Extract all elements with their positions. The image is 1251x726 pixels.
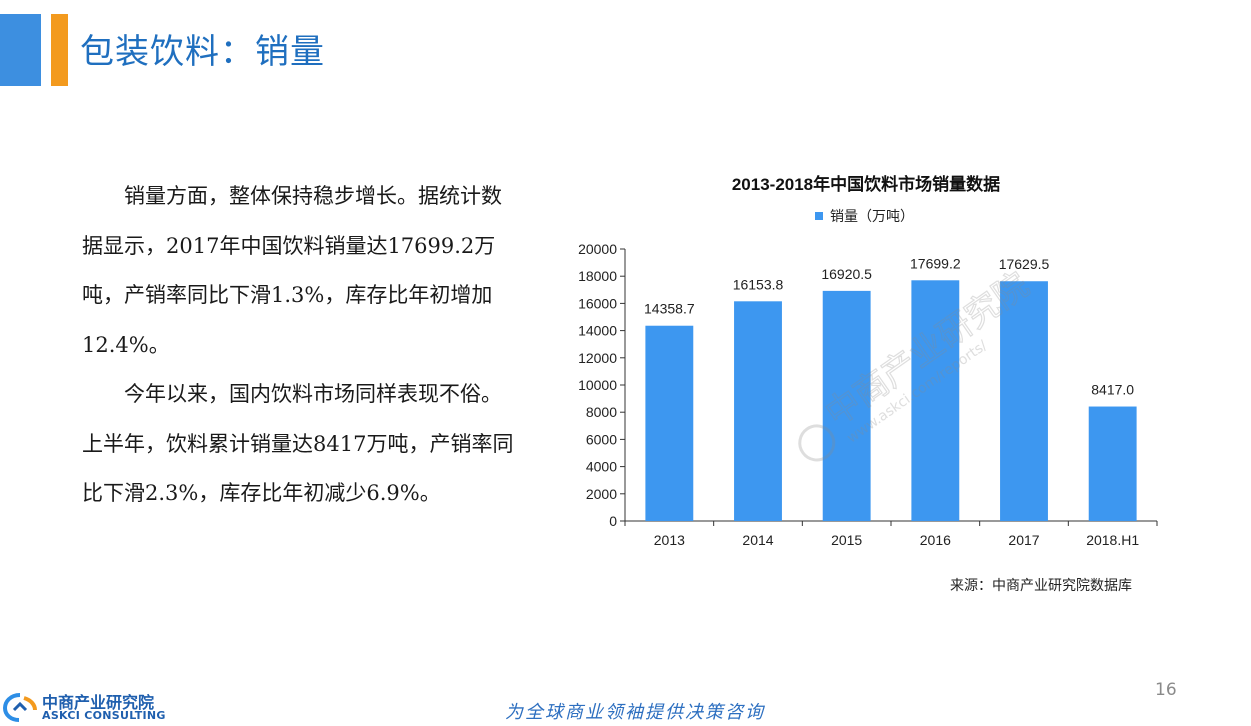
y-tick-label: 18000 bbox=[578, 268, 617, 284]
x-tick-label: 2016 bbox=[920, 532, 951, 545]
bar bbox=[822, 290, 871, 521]
bar bbox=[734, 301, 782, 521]
bar bbox=[1000, 281, 1048, 521]
data-label: 16153.8 bbox=[733, 276, 784, 292]
x-tick-label: 2013 bbox=[654, 532, 685, 545]
askci-logo-icon bbox=[2, 693, 37, 722]
x-tick-label: 2015 bbox=[831, 532, 862, 545]
page-title: 包装饮料：销量 bbox=[80, 32, 325, 72]
x-tick-label: 2017 bbox=[1008, 532, 1039, 545]
y-tick-label: 6000 bbox=[586, 431, 617, 447]
legend-label: 销量（万吨） bbox=[830, 208, 914, 224]
bar bbox=[1088, 406, 1137, 521]
data-label: 17629.5 bbox=[999, 256, 1050, 272]
y-tick-label: 14000 bbox=[578, 323, 617, 339]
data-label: 8417.0 bbox=[1091, 382, 1134, 398]
data-label: 17699.2 bbox=[910, 255, 961, 271]
y-tick-label: 20000 bbox=[578, 241, 617, 257]
bar bbox=[645, 325, 694, 521]
y-tick-label: 10000 bbox=[578, 377, 617, 393]
x-tick-label: 2018.H1 bbox=[1086, 532, 1139, 545]
title-accent-orange bbox=[51, 14, 68, 86]
sales-bar-chart: 2013-2018年中国饮料市场销量数据 销量（万吨） 0 2000 4000 600… bbox=[560, 165, 1180, 545]
title-accent-blue bbox=[0, 14, 41, 86]
data-label: 16920.5 bbox=[821, 266, 872, 282]
body-paragraph-1: 销量方面，整体保持稳步增长。据统计数据显示，2017年中国饮料销量达17699.… bbox=[82, 184, 502, 357]
y-tick-label: 4000 bbox=[586, 459, 617, 475]
body-paragraph-2: 今年以来，国内饮料市场同样表现不俗。上半年，饮料累计销量达8417万吨，产销率同… bbox=[82, 382, 514, 505]
data-label: 14358.7 bbox=[644, 301, 695, 317]
y-tick-label: 0 bbox=[609, 513, 617, 529]
y-tick-label: 12000 bbox=[578, 350, 617, 366]
body-text: 销量方面，整体保持稳步增长。据统计数据显示，2017年中国饮料销量达17699.… bbox=[82, 172, 517, 519]
footer-logo: 中商产业研究院 ASKCI CONSULTING bbox=[2, 688, 172, 724]
chart-title: 2013-2018年中国饮料市场销量数据 bbox=[732, 174, 1000, 194]
x-tick-label: 2014 bbox=[742, 532, 773, 545]
footer-slogan: 为全球商业领袖提供决策咨询 bbox=[505, 702, 765, 723]
logo-text-cn: 中商产业研究院 bbox=[42, 693, 155, 712]
y-tick-label: 2000 bbox=[586, 486, 617, 502]
legend-swatch bbox=[815, 212, 823, 220]
bar bbox=[911, 280, 960, 521]
y-tick-label: 8000 bbox=[586, 404, 617, 420]
y-tick-label: 16000 bbox=[578, 295, 617, 311]
page-number: 16 bbox=[1155, 680, 1177, 700]
chart-source: 来源：中商产业研究院数据库 bbox=[950, 578, 1132, 594]
logo-text-en: ASKCI CONSULTING bbox=[42, 709, 166, 722]
